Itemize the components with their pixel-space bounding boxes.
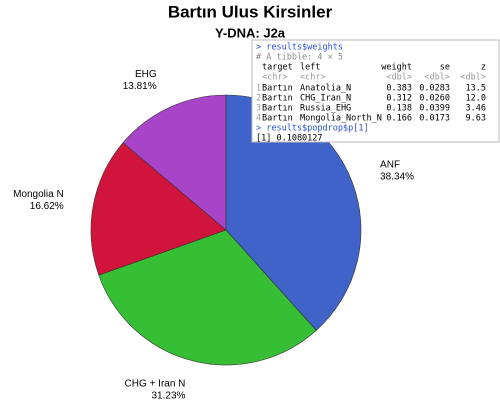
table-cell: 13.5 (466, 84, 486, 94)
table-cell: CHG_Iran_N (300, 94, 351, 104)
slice-label: ANF (380, 160, 400, 171)
table-cell: 4 (256, 114, 261, 124)
console-comment: # A tibble: 4 × 5 (256, 53, 343, 63)
pie-slice (122, 94, 227, 231)
column-type: <dbl> (460, 73, 486, 83)
column-type: <dbl> (424, 73, 450, 83)
table-cell: Bartın (262, 104, 293, 114)
chart-title: Bartın Ulus Kirsinler (168, 2, 333, 21)
table-cell: 0.383 (386, 84, 412, 94)
column-type: <dbl> (386, 73, 412, 83)
column-type: <chr> (300, 73, 326, 83)
column-header: left (300, 63, 320, 73)
slice-value: 31.23% (151, 391, 185, 402)
console-command: > results$popdrop$p[1] (256, 124, 369, 134)
slice-label: EHG (135, 69, 157, 80)
table-cell: 0.312 (386, 94, 412, 104)
table-cell: 0.138 (386, 104, 412, 114)
column-header: target (262, 63, 293, 73)
table-cell: Mongolia_North_N (300, 114, 382, 124)
table-cell: 3.46 (466, 104, 486, 114)
column-header: se (440, 63, 450, 73)
table-cell: Bartın (262, 94, 293, 104)
table-cell: 9.63 (466, 114, 486, 124)
column-type: <chr> (262, 73, 288, 83)
pie (90, 94, 362, 366)
console-panel (251, 39, 500, 143)
table-cell: Russia_EHG (300, 104, 351, 114)
table-cell: Bartın (262, 114, 293, 124)
table-cell: 0.0173 (419, 114, 450, 124)
table-cell: Anatolia_N (300, 84, 351, 94)
slice-value: 13.81% (123, 81, 157, 92)
console-output: [1] 0.1080127 (256, 134, 323, 144)
console: > results$weights# A tibble: 4 × 5target… (256, 43, 486, 144)
table-cell: 0.0260 (419, 94, 450, 104)
table-cell: 0.0283 (419, 84, 450, 94)
slice-label: CHG + Iran N (125, 379, 186, 390)
pie-slice (98, 229, 317, 366)
table-cell: 3 (256, 104, 261, 114)
column-header: weight (381, 63, 412, 73)
table-cell: 1 (256, 84, 261, 94)
console-command: > results$weights (256, 43, 343, 53)
chart-subtitle: Y-DNA: J2a (215, 25, 286, 40)
table-cell: 0.0399 (419, 104, 450, 114)
table-cell: Bartın (262, 84, 293, 94)
pie-slice (90, 142, 227, 276)
table-cell: 12.0 (466, 94, 486, 104)
column-header: z (481, 63, 486, 73)
table-cell: 2 (256, 94, 261, 104)
slice-value: 16.62% (30, 201, 64, 212)
slice-label: Mongolia N (13, 189, 64, 200)
slice-value: 38.34% (380, 172, 414, 183)
table-cell: 0.166 (386, 114, 412, 124)
